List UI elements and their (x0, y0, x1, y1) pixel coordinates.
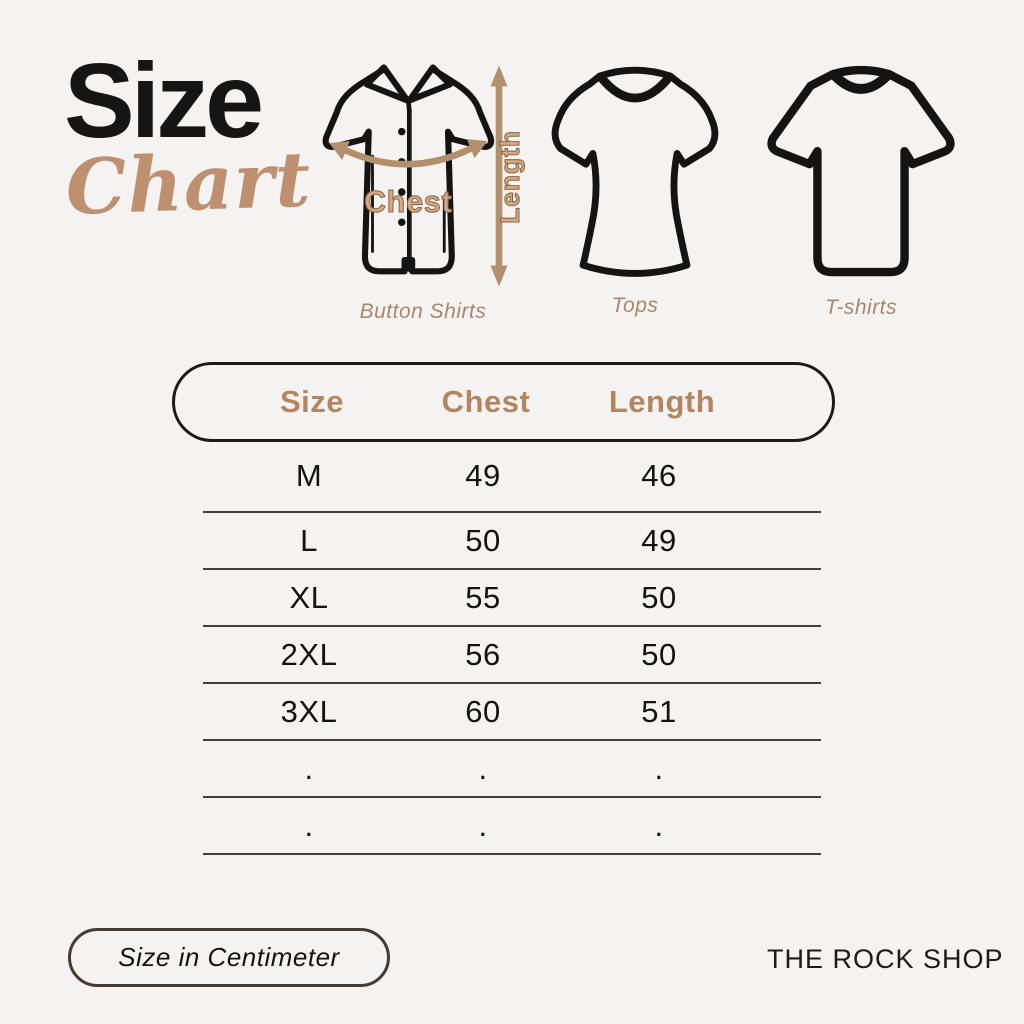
page-subtitle-script: Chart (64, 134, 313, 232)
chest-cell: . (478, 807, 488, 843)
size-cell: . (304, 750, 314, 786)
table-row: . . . (203, 798, 821, 855)
size-cell: 3XL (280, 693, 338, 729)
scoop-neckline (596, 72, 674, 103)
brand-name: THE ROCK SHOP (767, 944, 1004, 974)
chest-cell: 60 (465, 693, 501, 729)
length-cell: 51 (641, 693, 677, 729)
garment-tshirt: T-shirts (762, 62, 960, 320)
garment-label-tshirts: T-shirts (824, 296, 898, 319)
size-cell: M (295, 458, 323, 493)
title-block: Size Chart (64, 42, 313, 232)
column-header-size: Size (279, 384, 345, 419)
garment-tops: Tops (537, 62, 733, 318)
unit-note-label: Size in Centimeter (118, 942, 340, 972)
top-icon (551, 66, 719, 277)
collar-right (406, 64, 453, 104)
size-cell: 2XL (280, 636, 338, 672)
chest-cell: . (478, 750, 488, 786)
chest-cell: 49 (465, 458, 501, 493)
table-row: M 49 46 (203, 441, 821, 513)
size-cell: . (304, 807, 314, 843)
chest-cell: 56 (465, 636, 501, 672)
size-table-header: Size Chest Length (172, 362, 835, 442)
length-cell: 50 (641, 579, 677, 615)
chest-cell: 50 (465, 522, 501, 558)
chest-measure-label: Chest (364, 186, 453, 219)
size-cell: L (300, 522, 318, 558)
size-table: M 49 46 L 50 49 XL 55 50 2XL 56 50 3XL 6… (203, 441, 821, 855)
crew-neckline (829, 70, 893, 94)
chest-arrow-icon (329, 139, 488, 168)
length-cell: 49 (641, 522, 677, 558)
length-measure-label: Length (495, 130, 525, 224)
table-row: L 50 49 (203, 513, 821, 570)
table-row: XL 55 50 (203, 570, 821, 627)
size-cell: XL (289, 579, 329, 615)
unit-note-pill: Size in Centimeter (68, 928, 390, 987)
button-shirt-icon: Chest Length (322, 64, 525, 287)
garment-label-button-shirts: Button Shirts (359, 300, 487, 323)
page-title: Size (64, 42, 264, 160)
chest-cell: 55 (465, 579, 501, 615)
table-row: 2XL 56 50 (203, 627, 821, 684)
length-cell: 50 (641, 636, 677, 672)
table-row: 3XL 60 51 (203, 684, 821, 741)
garment-button-shirt: Chest Length Button Shirts (312, 58, 534, 324)
table-row: . . . (203, 741, 821, 798)
tshirt-icon (767, 65, 955, 277)
column-header-chest: Chest (441, 384, 531, 419)
length-cell: 46 (641, 458, 677, 493)
length-arrow-icon (490, 65, 508, 287)
length-cell: . (654, 750, 664, 786)
collar-left (363, 64, 411, 104)
length-cell: . (654, 807, 664, 843)
garment-label-tops: Tops (611, 294, 659, 317)
column-header-length: Length (608, 384, 716, 419)
